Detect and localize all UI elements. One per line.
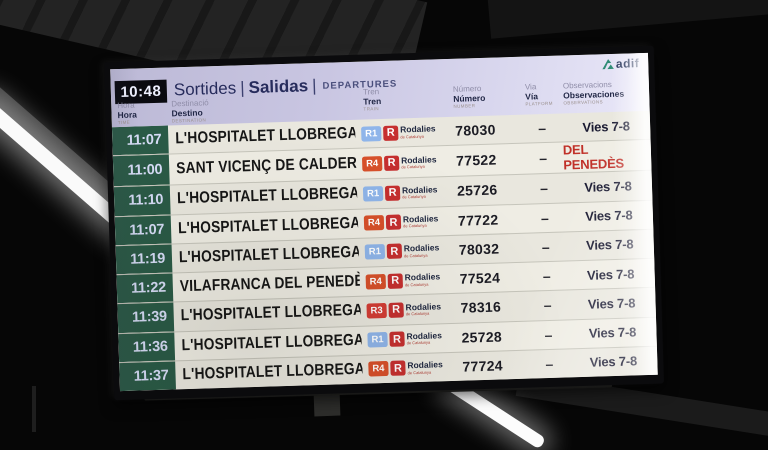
ceiling-beam-right xyxy=(486,0,768,39)
departures-screen: adif 10:48 Sortides|Salidas|DEPARTURES H… xyxy=(110,52,658,392)
screen-glare xyxy=(110,52,658,392)
departures-monitor: adif 10:48 Sortides|Salidas|DEPARTURES H… xyxy=(103,45,665,401)
monitor-mount-bracket xyxy=(313,391,341,417)
pole xyxy=(32,386,36,432)
